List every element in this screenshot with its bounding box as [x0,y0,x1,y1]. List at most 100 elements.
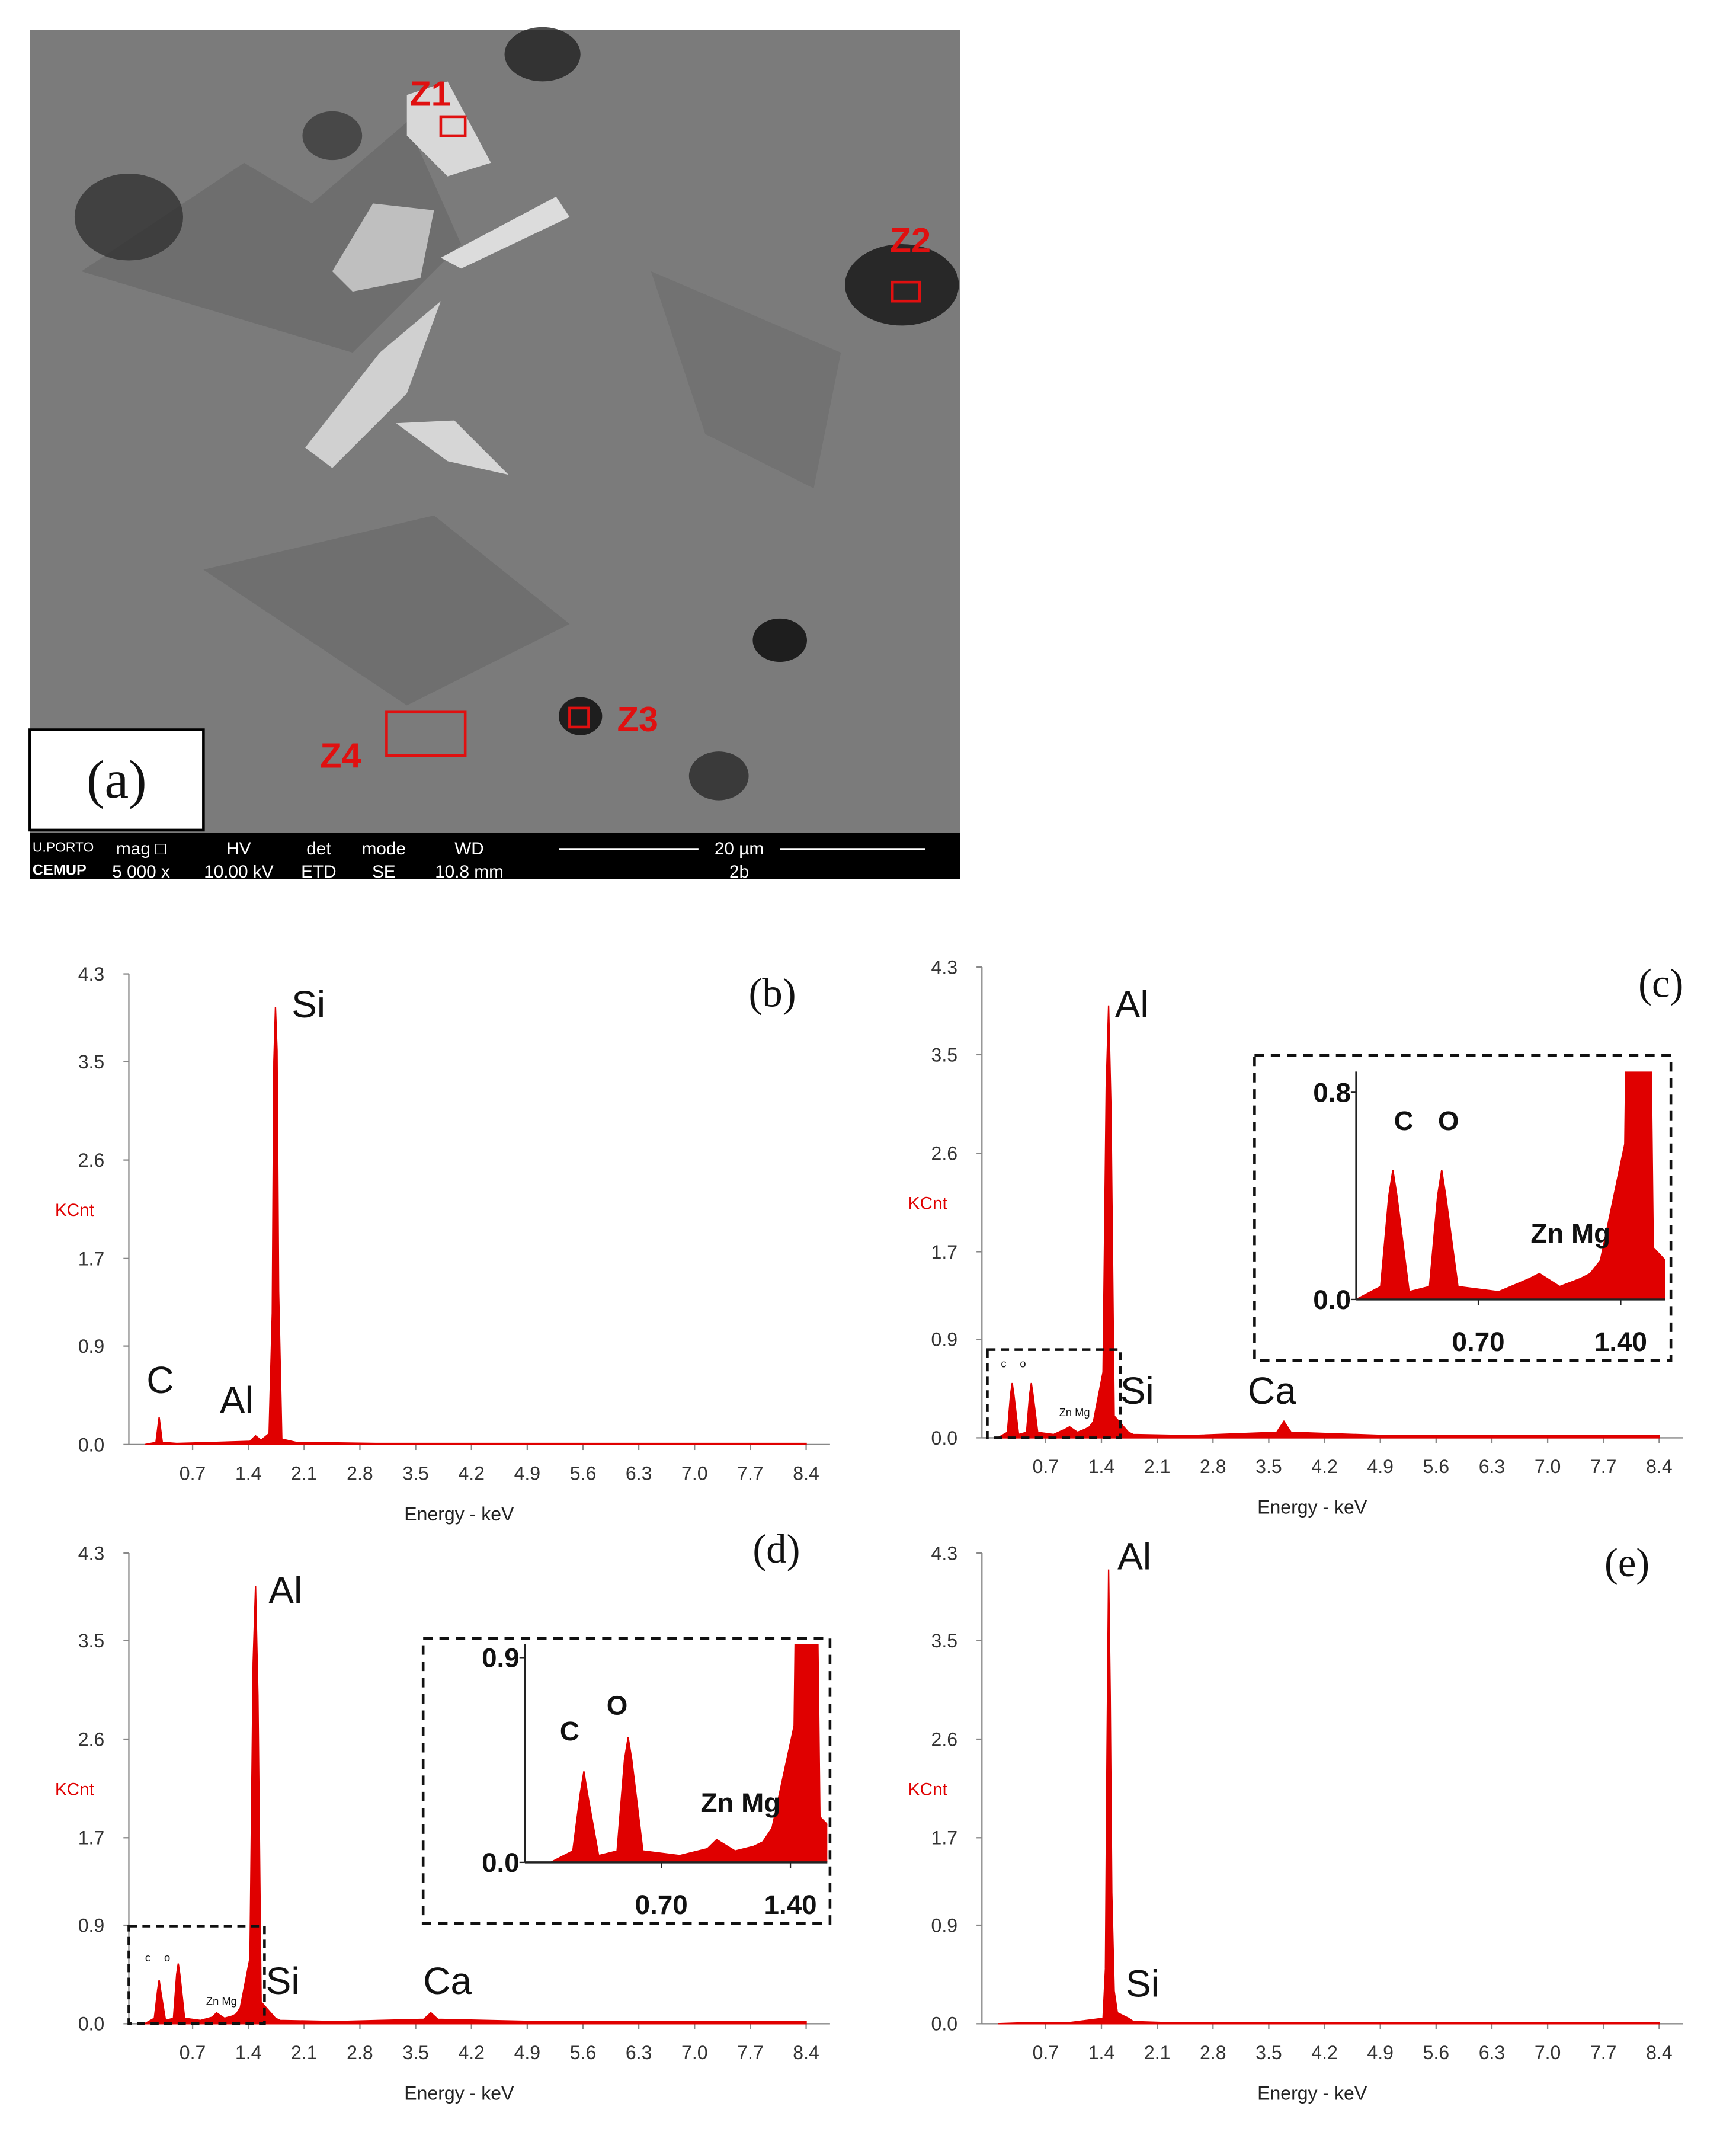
x-tick-label: 4.2 [458,1462,485,1484]
y-axis-label: KCnt [908,1194,948,1214]
inset-peak-label: O [1438,1106,1459,1136]
spectrum [145,1006,807,1446]
x-tick-label: 4.2 [1311,2042,1338,2063]
info-header: HV [226,839,251,859]
x-tick-label: 8.4 [793,1462,819,1484]
info-bar [30,833,960,879]
inset-spectrum [1356,1071,1665,1299]
x-tick-label: 2.1 [1144,1456,1171,1477]
x-tick-label: 5.6 [570,2042,597,2063]
peak-label: Ca [423,1960,472,2002]
scale-label: 20 µm [715,839,764,859]
x-tick-label: 3.5 [402,1462,429,1484]
image-id: 2b [729,862,749,882]
peak-label: C [146,1359,174,1401]
y-tick-label: 0.9 [78,1336,105,1357]
sem-pit [845,244,959,326]
inset-frame [1253,1054,1673,1362]
y-tick-label: 3.5 [931,1630,958,1651]
x-tick-label: 4.9 [514,2042,541,2063]
y-tick-label: 0.9 [931,1329,958,1350]
y-axis-label: KCnt [55,1780,95,1800]
sem-flake [305,301,441,468]
sem-flake [396,420,509,475]
info-value: 5 000 x [112,862,170,882]
info-value: 10.00 kV [204,862,274,882]
logo: U.PORTO [33,840,94,855]
peak-label: Zn Mg [1059,1406,1090,1419]
peak-label: Zn Mg [206,1995,237,2007]
zone-label: Z1 [409,74,450,114]
sem-pit [504,27,581,82]
spectrum-panel: 0.0 0.9 1.7 2.6 3.5 4.3 0.7 1.4 2.1 2.8 3.5 4.2 4.9 5… [908,957,1684,1518]
y-tick-label: 0.9 [78,1915,105,1936]
x-tick-label: 8.4 [793,2042,819,2063]
y-tick-label: 2.6 [78,1150,105,1171]
sem-pit [559,697,603,735]
info-value: SE [372,862,396,882]
x-tick-label: 6.3 [626,2042,652,2063]
zone-label: Z2 [890,220,931,260]
x-tick-label: 2.1 [291,2042,318,2063]
spectrum [142,1586,807,2025]
y-tick-label: 2.6 [78,1728,105,1750]
x-tick-label: 4.9 [1367,2042,1394,2063]
x-tick-label: 7.7 [737,2042,764,2063]
sem-pit [752,618,807,662]
y-tick-label: 2.6 [931,1143,958,1164]
zone-box [891,280,921,303]
x-tick-label: 8.4 [1646,2042,1673,2063]
x-tick-label: 2.8 [1200,1456,1226,1477]
x-tick-label: 4.2 [1311,1456,1338,1477]
y-tick-label: 0.9 [931,1915,958,1936]
x-tick-label: 1.4 [1088,2042,1115,2063]
y-tick-label: 1.7 [78,1827,105,1849]
peak-label: o [1020,1357,1026,1369]
info-header: mode [362,839,406,859]
peak-label: Al [220,1379,254,1422]
peak-label: Si [1120,1369,1154,1412]
sem-phase [651,271,841,489]
sem-phase [203,515,570,706]
x-tick-label: 6.3 [626,1462,652,1484]
x-tick-label: 7.0 [1535,1456,1561,1477]
zone-box [568,706,590,729]
zone-box [439,115,467,137]
peak-label: Al [268,1569,302,1612]
panel-label: (c) [1638,961,1683,1006]
x-axis-label: Energy - keV [1257,2082,1367,2104]
x-tick-label: 7.0 [681,1462,708,1484]
x-tick-label: 0.7 [1033,2042,1059,2063]
x-tick-label: 1.4 [1088,1456,1115,1477]
y-tick-label: 3.5 [931,1044,958,1065]
x-axis-label: Energy - keV [404,1503,514,1525]
spectrum [995,1005,1660,1439]
spectrum-panel: 0.0 0.9 1.7 2.6 3.5 4.3 0.7 1.4 2.1 2.8 3.5 4.2 4.9 5… [55,963,830,1525]
x-tick-label: 7.0 [681,2042,708,2063]
zoom-frame [127,1925,266,2025]
info-header: WD [454,839,484,859]
x-tick-label: 0.7 [180,2042,206,2063]
spectrum [998,1569,1660,2025]
inset-spectrum [550,1644,828,1862]
panel-label: (a) [87,749,147,809]
sem-phase [81,122,462,353]
y-tick-label: 4.3 [931,957,958,978]
inset-peak-label: Zn Mg [1530,1218,1610,1249]
x-axis-label: Energy - keV [404,2082,514,2104]
x-tick-label: 4.2 [458,2042,485,2063]
peak-label: c [1001,1357,1006,1369]
peak-label: Si [266,1960,300,2002]
sem-image: Z1 Z2 Z3 Z4 (a) U.PORTO CEMUP mag □ HV d… [28,27,960,882]
inset-x-tick-label: 0.70 [635,1890,688,1920]
x-tick-label: 6.3 [1479,1456,1506,1477]
y-tick-label: 4.3 [78,963,105,985]
label-box [28,728,205,832]
x-tick-label: 2.8 [347,1462,373,1484]
spectrum-panel: 0.0 0.9 1.7 2.6 3.5 4.3 0.7 1.4 2.1 2.8 3.5 4.2 4.9 5… [55,1526,832,2104]
x-tick-label: 5.6 [570,1462,597,1484]
inset-peak-label: O [607,1690,628,1720]
inset-y-tick-label: 0.9 [482,1643,520,1673]
x-tick-label: 7.7 [737,1462,764,1484]
